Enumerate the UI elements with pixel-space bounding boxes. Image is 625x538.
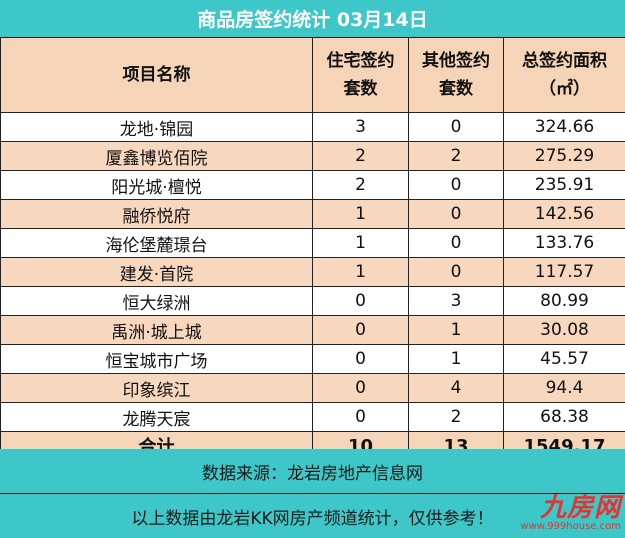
header-residential-count: 住宅签约 套数 <box>312 37 409 113</box>
table-row: 印象缤江 0 4 94.4 <box>0 373 625 403</box>
cell-residential-count: 0 <box>312 286 409 316</box>
header-project-name: 项目名称 <box>0 37 313 113</box>
page-title: 商品房签约统计 03月14日 <box>0 0 625 38</box>
cell-other-count: 0 <box>408 199 504 229</box>
cell-residential-count: 0 <box>312 344 409 374</box>
table-row: 恒宝城市广场 0 1 45.57 <box>0 344 625 374</box>
cell-project-name: 海伦堡麓璟台 <box>0 228 313 258</box>
header-other-count: 其他签约 套数 <box>408 37 504 113</box>
watermark-logo: 九房网 www.999house.com <box>520 495 621 532</box>
cell-total-area: 45.57 <box>503 344 625 374</box>
cell-other-count: 0 <box>408 228 504 258</box>
watermark-logo-text: 九房网 <box>539 493 621 523</box>
cell-project-name: 融侨悦府 <box>0 199 313 229</box>
cell-other-count: 4 <box>408 373 504 403</box>
cell-project-name: 建发·首院 <box>0 257 313 287</box>
cell-other-count: 2 <box>408 141 504 171</box>
cell-residential-count: 0 <box>312 373 409 403</box>
header-area-line1: 总签约面积 <box>522 51 607 71</box>
cell-total-area: 142.56 <box>503 199 625 229</box>
cell-total-area: 94.4 <box>503 373 625 403</box>
sales-table: 项目名称 住宅签约 套数 其他签约 套数 总签约面积 （㎡） 龙地·锦园 3 0 32… <box>0 37 625 461</box>
cell-residential-count: 1 <box>312 228 409 258</box>
cell-other-count: 2 <box>408 402 504 432</box>
table-row: 龙腾天宸 0 2 68.38 <box>0 402 625 432</box>
cell-project-name: 禹洲·城上城 <box>0 315 313 345</box>
cell-project-name: 恒大绿洲 <box>0 286 313 316</box>
cell-total-area: 117.57 <box>503 257 625 287</box>
cell-total-area: 324.66 <box>503 112 625 142</box>
table-row: 融侨悦府 1 0 142.56 <box>0 199 625 229</box>
cell-total-area: 275.29 <box>503 141 625 171</box>
footer-note: 以上数据由龙岩KK网房产频道统计，仅供参考！ <box>131 508 494 529</box>
cell-total-area: 235.91 <box>503 170 625 200</box>
cell-total-area: 80.99 <box>503 286 625 316</box>
cell-project-name: 阳光城·檀悦 <box>0 170 313 200</box>
header-other-line2: 套数 <box>439 79 473 99</box>
cell-residential-count: 2 <box>312 170 409 200</box>
cell-other-count: 0 <box>408 170 504 200</box>
cell-other-count: 1 <box>408 344 504 374</box>
watermark-url: www.999house.com <box>520 521 621 532</box>
cell-project-name: 龙腾天宸 <box>0 402 313 432</box>
table-row: 建发·首院 1 0 117.57 <box>0 257 625 287</box>
cell-other-count: 0 <box>408 112 504 142</box>
table-row: 阳光城·檀悦 2 0 235.91 <box>0 170 625 200</box>
cell-residential-count: 0 <box>312 315 409 345</box>
header-residential-line1: 住宅签约 <box>326 51 395 71</box>
table-row: 海伦堡麓璟台 1 0 133.76 <box>0 228 625 258</box>
header-residential-line2: 套数 <box>343 79 378 99</box>
footer-source: 数据来源：龙岩房地产信息网 <box>0 449 625 494</box>
header-row: 项目名称 住宅签约 套数 其他签约 套数 总签约面积 （㎡） <box>0 37 625 113</box>
cell-residential-count: 0 <box>312 402 409 432</box>
cell-total-area: 133.76 <box>503 228 625 258</box>
table-row: 龙地·锦园 3 0 324.66 <box>0 112 625 142</box>
cell-residential-count: 1 <box>312 257 409 287</box>
cell-residential-count: 2 <box>312 141 409 171</box>
cell-project-name: 印象缤江 <box>0 373 313 403</box>
table-row: 厦鑫博览佰院 2 2 275.29 <box>0 141 625 171</box>
header-total-area: 总签约面积 （㎡） <box>503 37 625 113</box>
cell-project-name: 恒宝城市广场 <box>0 344 313 374</box>
header-other-line1: 其他签约 <box>422 51 490 71</box>
footer: 数据来源：龙岩房地产信息网 以上数据由龙岩KK网房产频道统计，仅供参考！ 九房网… <box>0 449 625 538</box>
cell-project-name: 龙地·锦园 <box>0 112 313 142</box>
cell-other-count: 0 <box>408 257 504 287</box>
table-body: 龙地·锦园 3 0 324.66 厦鑫博览佰院 2 2 275.29 阳光城·檀悦 2 0 235.9… <box>0 112 625 432</box>
header-area-line2: （㎡） <box>539 79 590 99</box>
cell-other-count: 1 <box>408 315 504 345</box>
table-row: 恒大绿洲 0 3 80.99 <box>0 286 625 316</box>
cell-residential-count: 1 <box>312 199 409 229</box>
table-row: 禹洲·城上城 0 1 30.08 <box>0 315 625 345</box>
cell-other-count: 3 <box>408 286 504 316</box>
cell-project-name: 厦鑫博览佰院 <box>0 141 313 171</box>
cell-total-area: 30.08 <box>503 315 625 345</box>
cell-total-area: 68.38 <box>503 402 625 432</box>
cell-residential-count: 3 <box>312 112 409 142</box>
